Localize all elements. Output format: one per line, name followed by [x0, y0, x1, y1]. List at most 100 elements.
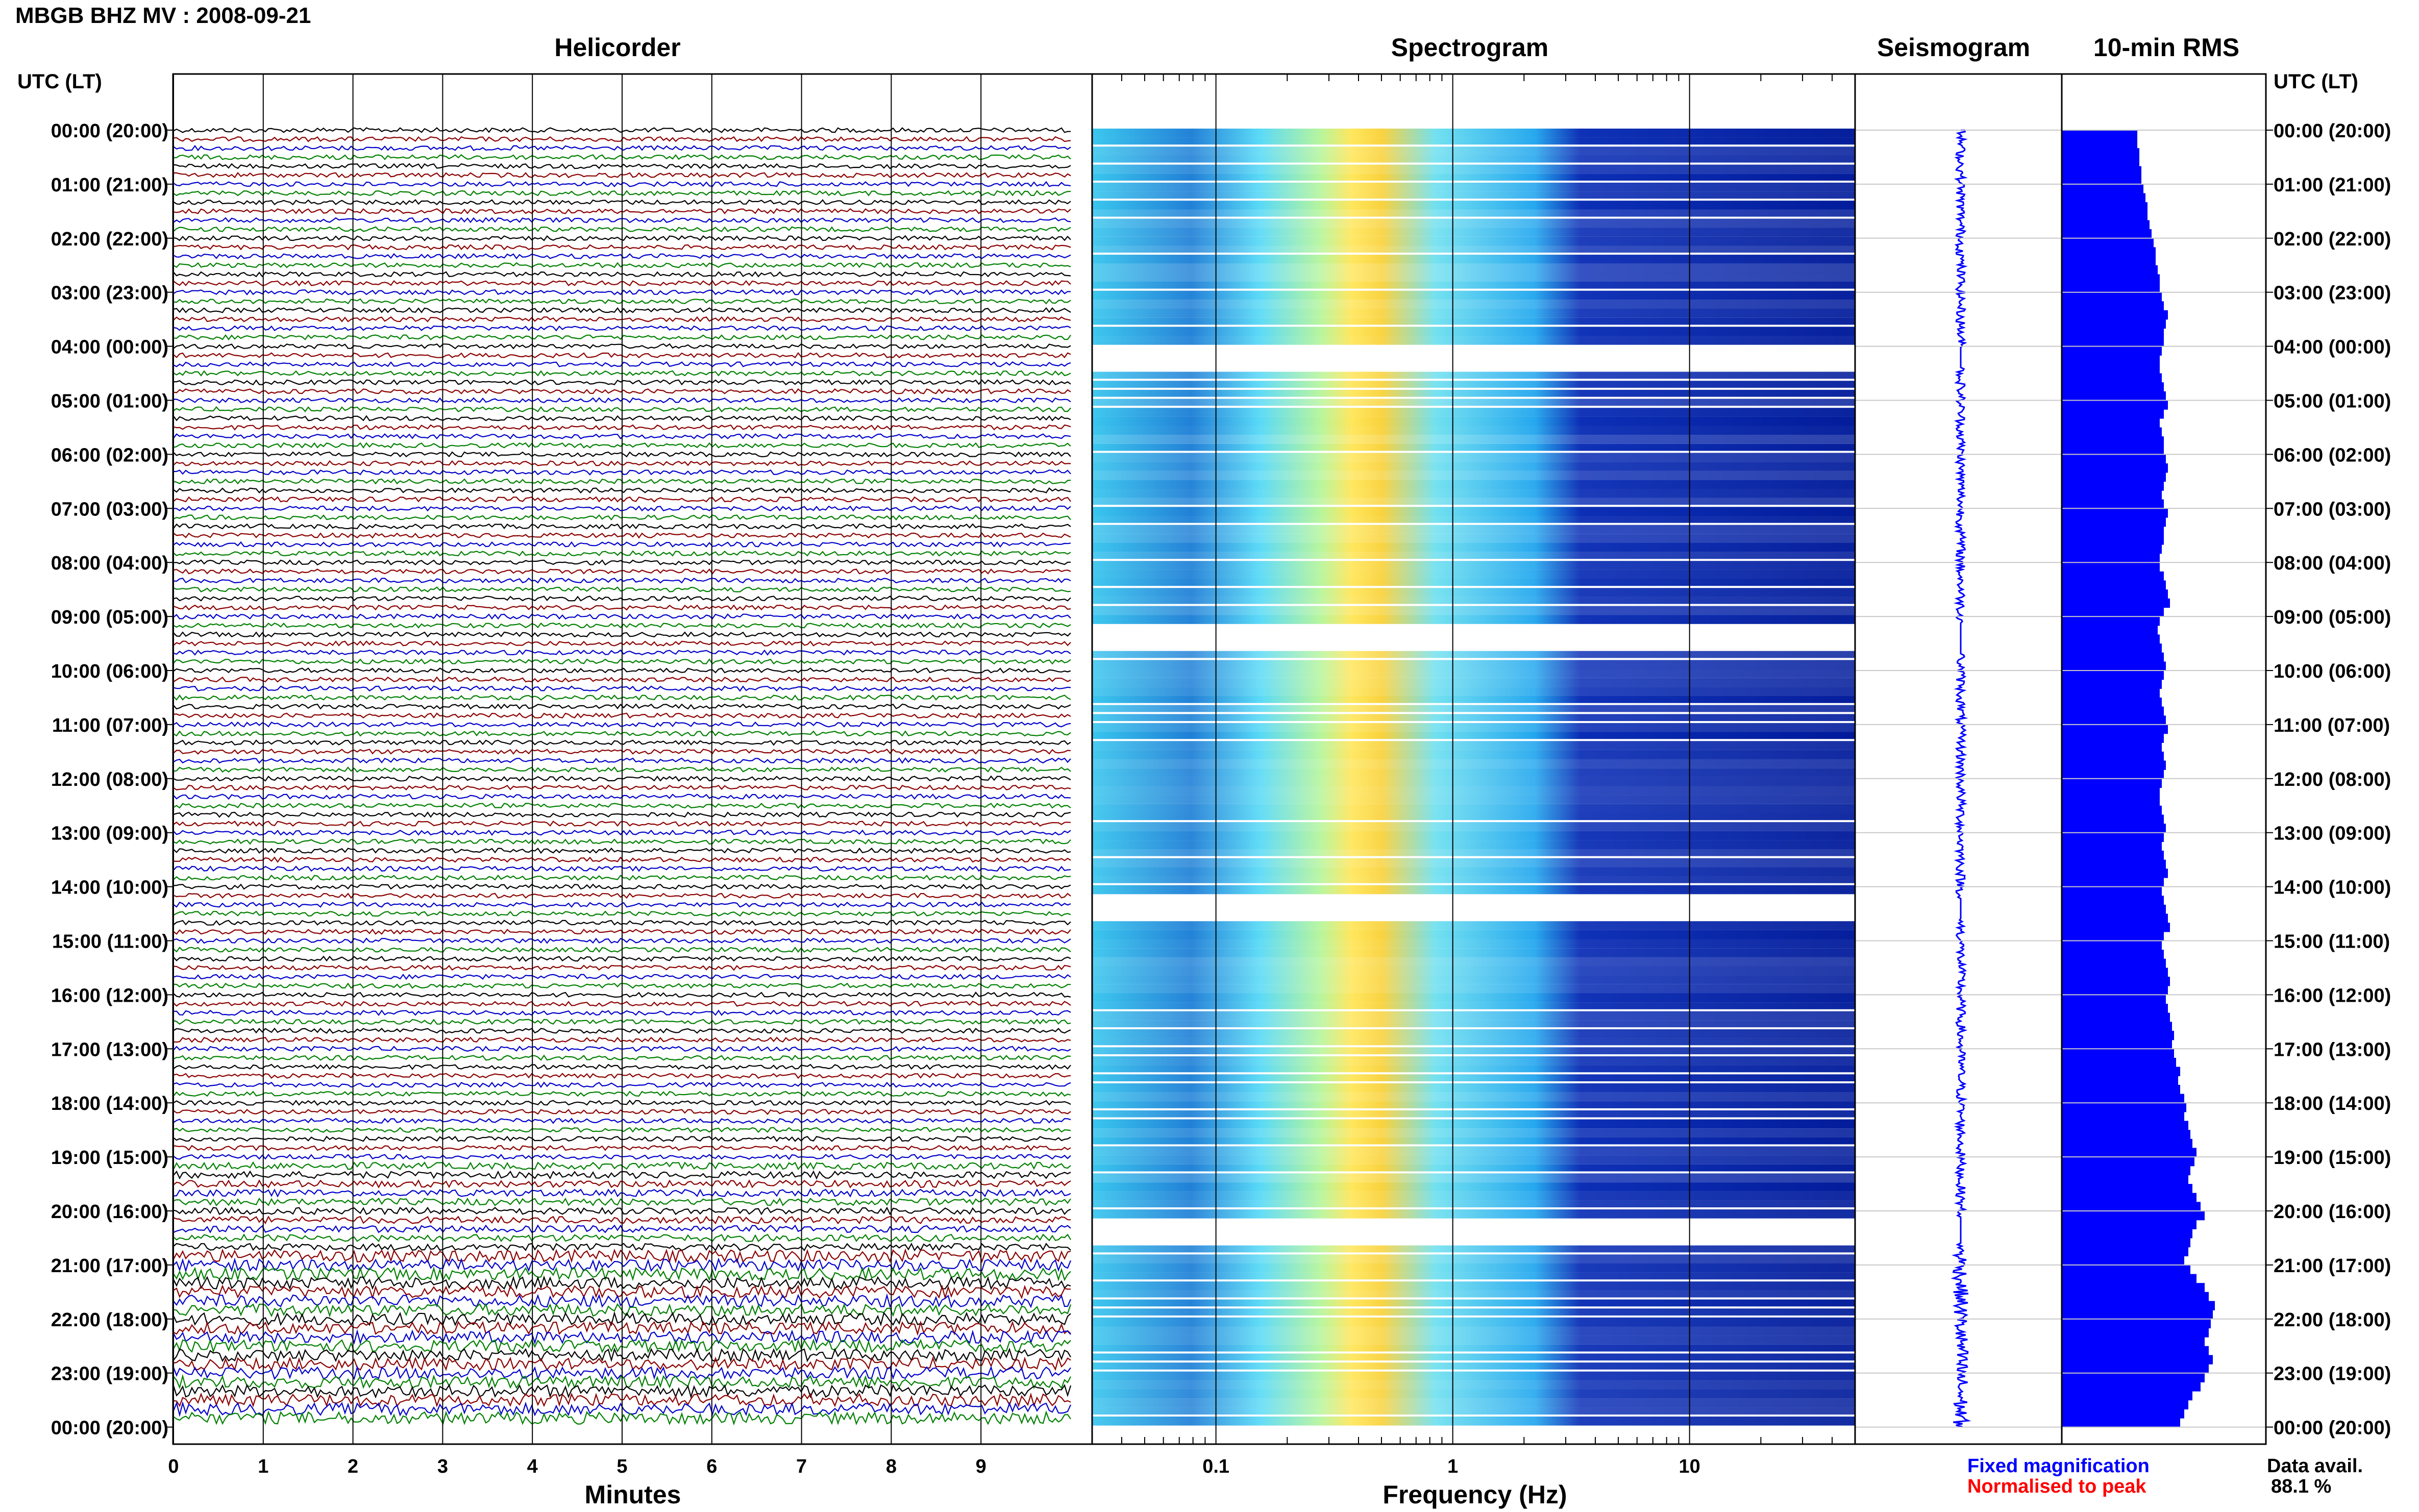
helicorder-trace	[172, 1275, 1071, 1291]
rms-bar	[2062, 391, 2166, 401]
rms-bar	[2062, 463, 2168, 473]
rms-bar	[2062, 1184, 2192, 1194]
helicorder-trace	[172, 397, 1071, 404]
helicorder-trace	[172, 847, 1071, 854]
spectrogram-row	[1092, 173, 1855, 181]
helicorder-trace	[172, 253, 1071, 260]
rms-bar	[2062, 364, 2160, 374]
spectrogram-row	[1092, 750, 1855, 759]
helicorder-trace	[172, 1154, 1071, 1160]
helicorder-trace	[172, 910, 1071, 917]
helicorder-trace	[172, 649, 1071, 656]
spectrogram-row	[1092, 542, 1855, 552]
panel-frame	[2061, 73, 2267, 1445]
helicorder-trace	[172, 667, 1071, 674]
rms-bar	[2062, 1004, 2168, 1013]
rms-bar	[2062, 436, 2164, 446]
helicorder-trace	[172, 883, 1071, 890]
rms-bar	[2062, 733, 2164, 743]
helicorder-trace	[172, 190, 1071, 196]
helicorder-trace	[172, 811, 1071, 818]
spectrogram-row	[1092, 552, 1855, 559]
spectrogram-row	[1092, 182, 1855, 192]
rms-bar	[2062, 1084, 2180, 1095]
spectrogram-row	[1092, 1101, 1855, 1108]
spectrogram-row	[1092, 804, 1855, 813]
rms-bar	[2062, 1274, 2196, 1283]
helicorder-trace	[172, 703, 1071, 710]
hour-label-right: 23:00 (19:00)	[2274, 1364, 2391, 1385]
helicorder-trace	[172, 992, 1071, 998]
helicorder-trace	[172, 325, 1071, 332]
minute-tick-label: 3	[437, 1456, 448, 1477]
minute-tick-label: 5	[616, 1456, 627, 1477]
helicorder-trace	[172, 532, 1071, 539]
rms-bar	[2062, 175, 2141, 185]
rms-bar	[2062, 886, 2162, 896]
rms-bar	[2062, 1364, 2209, 1374]
spectrogram-row	[1092, 723, 1855, 732]
helicorder-title: Helicorder	[554, 33, 681, 62]
rms-bar	[2062, 824, 2166, 833]
spectrogram-row	[1092, 498, 1855, 505]
helicorder-trace	[172, 1170, 1071, 1180]
rms-bar	[2062, 499, 2164, 509]
helicorder-trace	[172, 523, 1071, 530]
spectrogram-row	[1092, 588, 1855, 597]
helicorder-trace	[172, 901, 1071, 908]
spectrogram-row	[1092, 516, 1855, 523]
helicorder-trace	[172, 829, 1071, 836]
rms-bar	[2062, 265, 2158, 275]
rms-bar	[2062, 715, 2166, 725]
spectrogram-row	[1092, 245, 1855, 253]
rms-bar	[2062, 193, 2145, 203]
spectrogram-row	[1092, 1164, 1855, 1172]
spectrogram-row	[1092, 786, 1855, 796]
rms-bar	[2062, 409, 2164, 419]
hour-label-right: 16:00 (12:00)	[2274, 985, 2391, 1006]
spectrogram-row	[1092, 1362, 1855, 1370]
rms-bar	[2062, 931, 2164, 941]
spectrogram-row	[1092, 569, 1855, 579]
spectrogram-row	[1092, 795, 1855, 804]
rms-bar	[2062, 535, 2164, 545]
rms-bar	[2062, 679, 2162, 689]
hour-label-right: 21:00 (17:00)	[2274, 1255, 2391, 1277]
rms-bar	[2062, 310, 2168, 320]
helicorder-trace	[172, 442, 1071, 449]
hour-label-left: 03:00 (23:00)	[51, 283, 168, 304]
hour-label-left: 02:00 (22:00)	[51, 229, 168, 250]
minute-tick-label: 4	[527, 1456, 538, 1477]
spectrogram-row	[1092, 1254, 1855, 1263]
rms-bar	[2062, 580, 2166, 590]
rms-bar	[2062, 148, 2139, 158]
legend-normalised-to-peak: Normalised to peak	[1967, 1476, 2146, 1497]
spectrogram-row	[1092, 921, 1855, 930]
helicorder-trace	[172, 1392, 1071, 1408]
hour-label-right: 09:00 (05:00)	[2274, 607, 2391, 628]
helicorder-trace	[172, 1248, 1071, 1264]
spectrogram-row	[1092, 470, 1855, 480]
helicorder-trace	[172, 1046, 1071, 1052]
spectrogram-row	[1092, 317, 1855, 325]
helicorder-trace	[172, 469, 1071, 476]
spectrogram-row	[1092, 155, 1855, 163]
rms-bar	[2062, 1319, 2211, 1329]
hour-label-right: 07:00 (03:00)	[2274, 499, 2391, 520]
rms-bar	[2062, 562, 2160, 572]
hour-label-right: 03:00 (23:00)	[2274, 283, 2391, 304]
rms-bar	[2062, 274, 2160, 284]
hour-label-right: 22:00 (18:00)	[2274, 1309, 2391, 1331]
helicorder-trace	[172, 127, 1071, 133]
hour-label-right: 08:00 (04:00)	[2274, 553, 2391, 574]
spectrogram-row	[1092, 290, 1855, 300]
helicorder-trace	[172, 1019, 1071, 1025]
rms-bar	[2062, 958, 2166, 969]
rms-bar	[2062, 698, 2162, 707]
rms-bar	[2062, 553, 2160, 563]
spectrogram-row	[1092, 191, 1855, 199]
rms-bar	[2062, 1175, 2188, 1184]
rms-bar	[2062, 1166, 2190, 1176]
spectrogram-row	[1092, 705, 1855, 712]
rms-bar	[2062, 1382, 2201, 1392]
